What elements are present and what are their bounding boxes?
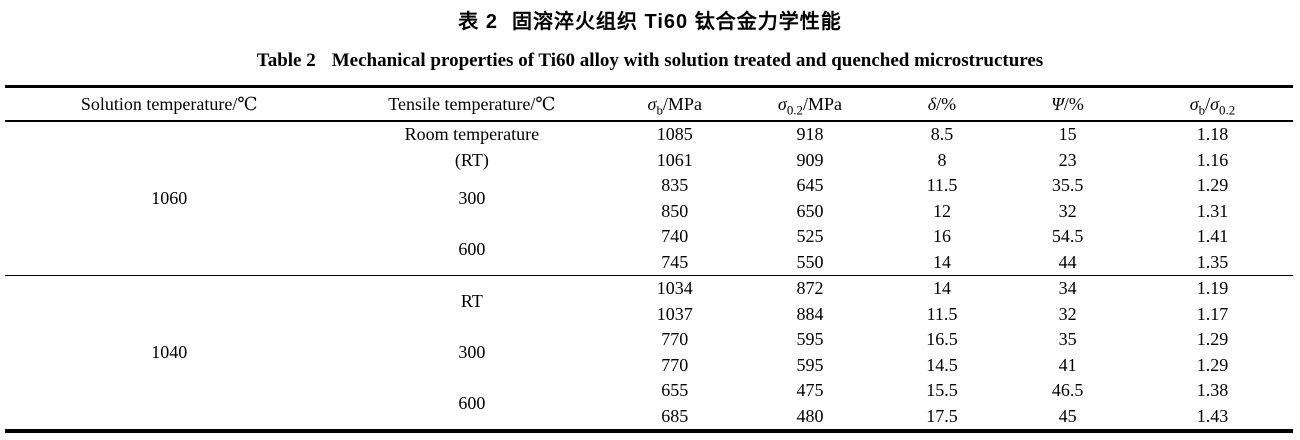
tensile-temperature-cell: 600 [458,392,486,413]
solution-temperature-cell: 1060 [151,187,188,208]
value-cell-psi: 32 [1058,200,1077,221]
value-cell-sigma-ratio: 1.31 [1196,200,1229,221]
value-cell-sigma-ratio: 1.35 [1196,251,1229,272]
value-cell-sigma-b: 770 [661,354,689,375]
value-cell-sigma-ratio: 1.18 [1196,124,1229,144]
value-cell-sigma-b: 740 [661,226,689,246]
table-caption-en: Table 2 Mechanical properties of Ti60 all… [0,49,1300,73]
value-cell-psi: 34 [1003,275,1132,302]
header-row: Solution temperature/℃ Tensile temperatur… [5,86,1293,122]
mechanical-properties-table: Solution temperature/℃ Tensile temperatur… [5,85,1293,433]
value-cell-delta: 8 [937,149,947,170]
table-row: 600 740 525 16 54.5 1.41 [5,224,1293,259]
value-cell-sigma-b: 745 [661,251,689,272]
value-cell-sigma-ratio: 1.19 [1131,275,1293,302]
value-cell-sigma-0-2: 909 [796,149,824,170]
value-cell-sigma-0-2: 918 [796,124,824,144]
value-cell-sigma-ratio: 1.41 [1196,226,1229,246]
table-caption-zh-text: 固溶淬火组织 Ti60 钛合金力学性能 [511,11,842,33]
col-header-sigma-0-2: σ0.2/MPa [739,86,881,122]
value-cell-sigma-b: 1061 [656,149,693,170]
value-cell-psi: 32 [1058,303,1077,324]
table-row: 1061 909 8 23 1.16 [5,148,1293,174]
value-cell-sigma-b: 655 [661,380,689,400]
table-row: 1040 RT 1034 872 14 34 1.19 [5,275,1293,431]
tensile-temperature-cell: 600 [458,238,486,259]
table-caption-zh: 表 2 固溶淬火组织 Ti60 钛合金力学性能 [0,9,1300,36]
value-cell-sigma-0-2: 884 [796,303,824,324]
value-cell-sigma-0-2: 595 [796,354,824,375]
col-header-tensile-temperature: Tensile temperature/℃ [333,86,611,122]
value-cell-sigma-ratio: 1.16 [1196,149,1229,170]
table-row: 850 650 12 32 1.31 [5,199,1293,225]
col-header-sigma-b: σb/MPa [610,86,740,122]
table-row: 600 655 475 15.5 46.5 1.38 [5,378,1293,413]
value-cell-sigma-ratio: 1.29 [1196,329,1229,349]
value-cell-psi: 35.5 [1051,175,1084,195]
value-cell-delta: 11.5 [926,303,958,324]
tensile-temperature-cell: 300 [458,187,486,208]
value-cell-psi: 54.5 [1051,226,1084,246]
value-cell-sigma-0-2: 480 [796,405,824,426]
table-header: Solution temperature/℃ Tensile temperatur… [5,86,1293,122]
table-row: 685 480 17.5 45 1.43 [5,404,1293,432]
value-cell-sigma-0-2: 475 [796,380,824,400]
value-cell-sigma-ratio: 1.17 [1196,303,1229,324]
value-cell-sigma-ratio: 1.29 [1196,354,1229,375]
value-cell-sigma-ratio: 1.38 [1196,380,1229,400]
tensile-temperature-cell: Room temperature (RT) [404,124,540,170]
value-cell-sigma-b: 685 [661,405,689,426]
value-cell-psi: 45 [1058,405,1077,426]
value-cell-delta: 16 [932,226,951,246]
table-caption-en-text: Mechanical properties of Ti60 alloy with… [331,50,1044,71]
table-body: 1060 Room temperature (RT) 1085 918 8.5 15 1.18… [5,121,1293,431]
value-cell-sigma-b: 850 [661,200,689,221]
value-cell-sigma-0-2: 550 [796,251,824,272]
value-cell-delta: 16.5 [926,329,958,349]
table-caption-zh-label: 表 2 [458,11,498,33]
value-cell-sigma-ratio: 1.43 [1196,405,1229,426]
table-row: 1037 884 11.5 32 1.17 [5,302,1293,328]
value-cell-sigma-0-2: 595 [796,329,824,349]
value-cell-delta: 8.5 [930,124,954,144]
col-header-sigma-ratio: σb/σ0.2 [1131,86,1293,122]
value-cell-delta: 14 [932,251,951,272]
solution-temperature-cell: 1040 [5,275,334,431]
table-row: 300 835 645 11.5 35.5 1.29 [5,173,1293,208]
value-cell-sigma-0-2: 650 [796,200,824,221]
value-cell-delta: 17.5 [926,405,958,426]
value-cell-delta: 15.5 [926,380,958,400]
value-cell-sigma-b: 1034 [610,275,740,302]
value-cell-psi: 23 [1058,149,1077,170]
table-row: 745 550 14 44 1.35 [5,250,1293,276]
value-cell-sigma-b: 1037 [656,303,693,324]
value-cell-psi: 35 [1058,329,1077,349]
tensile-temperature-cell: 300 [458,341,486,362]
table-caption-en-label: Table 2 [256,50,316,71]
value-cell-sigma-0-2: 525 [796,226,824,246]
table-row: 1060 Room temperature (RT) 1085 918 8.5 15 1.18 [5,121,1293,208]
table-row: 770 595 14.5 41 1.29 [5,353,1293,379]
value-cell-sigma-ratio: 1.29 [1196,175,1229,195]
value-cell-delta: 11.5 [926,175,958,195]
value-cell-sigma-b: 770 [661,329,689,349]
table-row: 300 770 595 16.5 35 1.29 [5,327,1293,362]
value-cell-sigma-b: 835 [661,175,689,195]
value-cell-sigma-0-2: 645 [796,175,824,195]
value-cell-psi: 46.5 [1051,380,1084,400]
value-cell-sigma-0-2: 872 [739,275,881,302]
value-cell-psi: 15 [1058,124,1077,144]
col-header-solution-temperature: Solution temperature/℃ [5,86,334,122]
value-cell-psi: 44 [1058,251,1077,272]
col-header-psi: Ψ/% [1003,86,1132,122]
value-cell-psi: 41 [1058,354,1077,375]
col-header-delta: δ/% [880,86,1004,122]
value-cell-delta: 14.5 [926,354,958,375]
value-cell-delta: 14 [880,275,1004,302]
tensile-temperature-cell: RT [333,275,611,327]
value-cell-sigma-b: 1085 [656,124,693,144]
value-cell-delta: 12 [932,200,951,221]
